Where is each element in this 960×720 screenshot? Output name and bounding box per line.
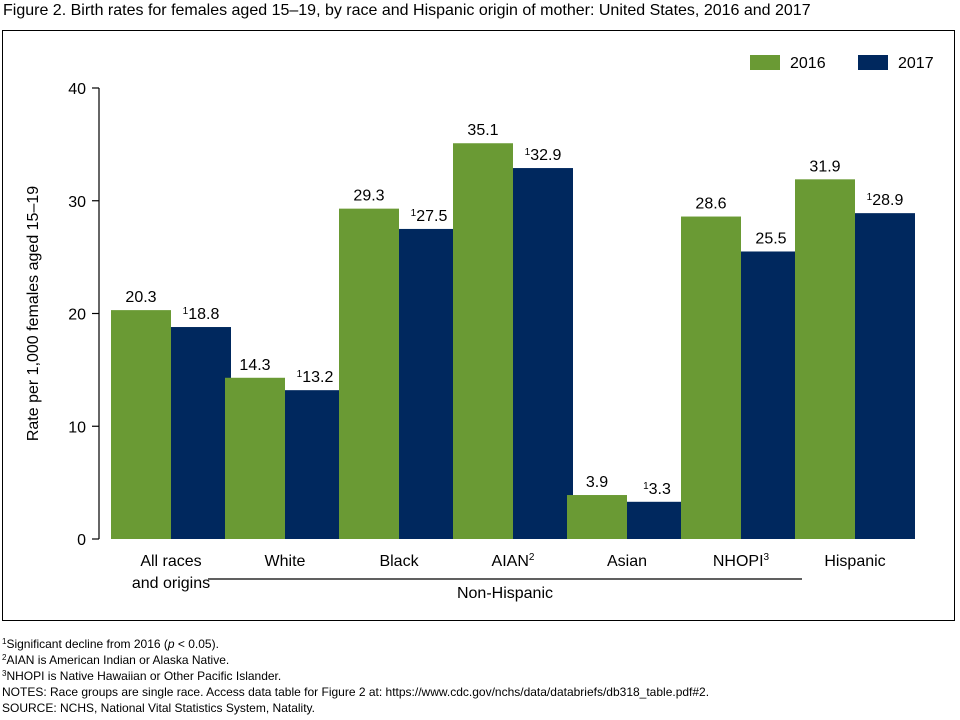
value-text: 13.2 (302, 369, 333, 386)
y-axis-label: Rate per 1,000 females aged 15–19 (25, 186, 42, 441)
footnote-3-text: NHOPI is Native Hawaiian or Other Pacifi… (6, 669, 282, 683)
category-label-0-line2: and origins (132, 575, 210, 592)
legend-swatch-2016 (750, 55, 780, 70)
y-tick-label-10: 10 (68, 419, 86, 436)
bar-2017-0 (171, 327, 231, 539)
value-label-2017-5: 25.5 (755, 230, 786, 247)
bar-2016-5 (681, 216, 741, 539)
category-label-2: Black (379, 553, 419, 570)
value-text: 28.9 (872, 192, 903, 209)
category-label-1: White (265, 553, 306, 570)
y-tick-label-40: 40 (68, 81, 86, 98)
value-text: 32.9 (530, 147, 561, 164)
value-label-2016-3: 35.1 (467, 122, 498, 139)
bar-2016-6 (795, 179, 855, 539)
category-label-6: Hispanic (824, 553, 885, 570)
footnote-2-marker: 2 (2, 653, 7, 662)
footnote-1-p: p (167, 637, 175, 651)
legend-label-2017: 2017 (898, 55, 934, 72)
value-text: 18.8 (188, 306, 219, 323)
value-label-2016-5: 28.6 (695, 196, 726, 213)
significance-marker: 1 (867, 192, 873, 203)
bar-2017-5 (741, 251, 801, 540)
significance-marker: 1 (525, 147, 531, 158)
category-label-3: AIAN2 (492, 552, 535, 570)
legend-swatch-2017 (858, 55, 888, 70)
footnote-1: 1Significant decline from 2016 (p < 0.05… (2, 636, 709, 652)
bar-2017-4 (627, 501, 687, 539)
footnote-1-text-pre: Significant decline from 2016 ( (6, 637, 168, 651)
value-label-2016-4: 3.9 (586, 474, 608, 491)
category-label-5: NHOPI3 (713, 552, 770, 570)
significance-marker: 1 (297, 369, 303, 380)
value-label-2017-0: 118.8 (183, 306, 220, 323)
value-label-2016-2: 29.3 (353, 188, 384, 205)
y-tick-label-30: 30 (68, 194, 86, 211)
group-label: Non-Hispanic (457, 585, 553, 602)
footnote-1-text-post: < 0.05). (174, 637, 219, 651)
category-label-4: Asian (607, 553, 647, 570)
bar-2016-1 (225, 377, 285, 539)
figure-title: Figure 2. Birth rates for females aged 1… (3, 2, 811, 19)
value-text: 3.3 (649, 481, 671, 498)
footnote-2-text: AIAN is American Indian or Alaska Native… (6, 653, 230, 667)
value-label-2017-6: 128.9 (867, 192, 904, 209)
value-label-2017-4: 13.3 (643, 481, 671, 498)
bar-2016-0 (111, 310, 171, 539)
significance-marker: 1 (183, 306, 189, 317)
value-label-2017-2: 127.5 (411, 208, 448, 225)
bar-2017-6 (855, 213, 915, 539)
category-label-0: All races (140, 553, 201, 570)
bar-2017-3 (513, 168, 573, 540)
y-tick-label-20: 20 (68, 307, 86, 324)
footnote-1-marker: 1 (2, 637, 7, 646)
category-footnote-marker: 2 (529, 552, 535, 563)
value-text: 27.5 (416, 208, 447, 225)
footnote-3: 3NHOPI is Native Hawaiian or Other Pacif… (2, 668, 709, 684)
bar-chart: 0 10 20 30 40 Rate per 1,000 females aged 15–… (25, 55, 934, 602)
legend-label-2016: 2016 (790, 55, 826, 72)
y-tick-label-0: 0 (77, 532, 86, 549)
bar-2017-1 (285, 390, 345, 539)
value-label-2016-0: 20.3 (125, 289, 156, 306)
value-label-2016-6: 31.9 (809, 158, 840, 175)
bar-2016-2 (339, 208, 399, 539)
footnote-2: 2AIAN is American Indian or Alaska Nativ… (2, 652, 709, 668)
footnotes: 1Significant decline from 2016 (p < 0.05… (2, 636, 709, 716)
significance-marker: 1 (643, 481, 649, 492)
value-label-2017-1: 113.2 (297, 369, 334, 386)
bar-2016-4 (567, 495, 627, 539)
bar-2016-3 (453, 143, 513, 539)
notes-line: NOTES: Race groups are single race. Acce… (2, 685, 710, 699)
category-footnote-marker: 3 (764, 552, 770, 563)
value-label-2016-1: 14.3 (239, 357, 270, 374)
bar-2017-2 (399, 228, 459, 539)
footnote-3-marker: 3 (2, 669, 7, 678)
chart-frame: 0 10 20 30 40 Rate per 1,000 females aged 15–… (2, 30, 955, 621)
source-line: SOURCE: NCHS, National Vital Statistics … (2, 701, 315, 715)
significance-marker: 1 (411, 208, 417, 219)
value-label-2017-3: 132.9 (525, 147, 562, 164)
